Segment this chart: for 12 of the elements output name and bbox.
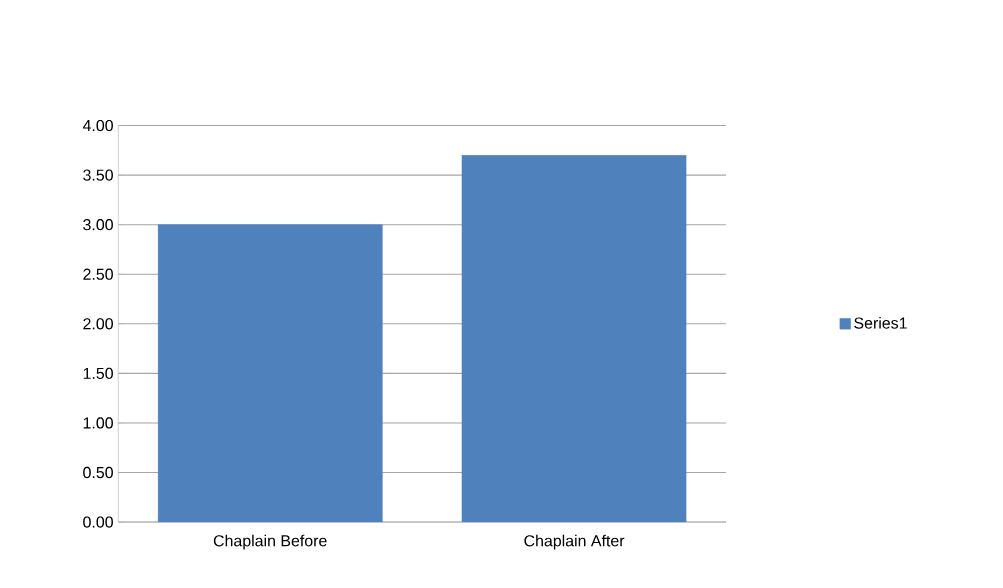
- x-tick-label: Chaplain Before: [213, 534, 327, 550]
- y-tick-label: 3.50: [83, 169, 113, 181]
- y-tick-label: 1.50: [83, 367, 113, 380]
- y-tick-label: 2.00: [83, 318, 113, 330]
- y-tick-label: 0.50: [83, 466, 113, 479]
- y-tick-label: 0.00: [83, 516, 113, 528]
- y-tick-label: 2.50: [83, 268, 113, 280]
- x-tick-label: Chaplain After: [524, 534, 625, 550]
- y-tick-label: 3.00: [83, 219, 113, 231]
- y-tick-label: 1.00: [83, 417, 113, 429]
- y-tick-label: 4.00: [82, 119, 113, 132]
- legend-label: Series1: [854, 317, 907, 329]
